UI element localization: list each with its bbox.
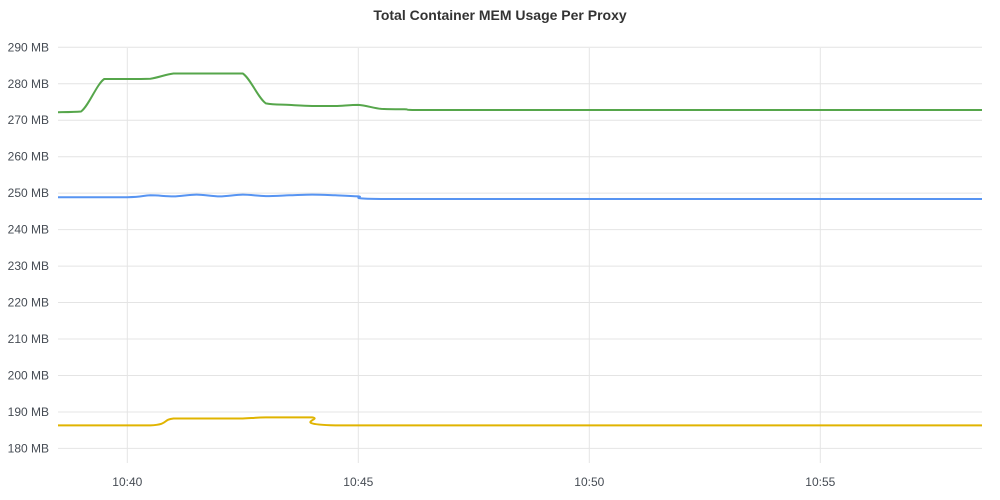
series-line <box>57 72 982 114</box>
x-tick-label: 10:40 <box>112 475 142 489</box>
series-line <box>58 193 982 201</box>
y-tick-label: 210 MB <box>8 332 49 346</box>
y-tick-label: 280 MB <box>8 77 49 91</box>
y-tick-label: 180 MB <box>8 441 49 455</box>
y-tick-label: 260 MB <box>8 150 49 164</box>
x-tick-label: 10:45 <box>343 475 373 489</box>
chart-title: Total Container MEM Usage Per Proxy <box>373 7 627 23</box>
x-tick-label: 10:50 <box>574 475 604 489</box>
y-tick-label: 200 MB <box>8 368 49 382</box>
y-tick-label: 230 MB <box>8 259 49 273</box>
y-tick-label: 240 MB <box>8 223 49 237</box>
y-tick-label: 250 MB <box>8 186 49 200</box>
series-line <box>58 416 982 427</box>
y-tick-label: 220 MB <box>8 296 49 310</box>
x-tick-label: 10:55 <box>805 475 835 489</box>
y-tick-label: 270 MB <box>8 113 49 127</box>
y-tick-label: 290 MB <box>8 40 49 54</box>
y-tick-label: 190 MB <box>8 405 49 419</box>
